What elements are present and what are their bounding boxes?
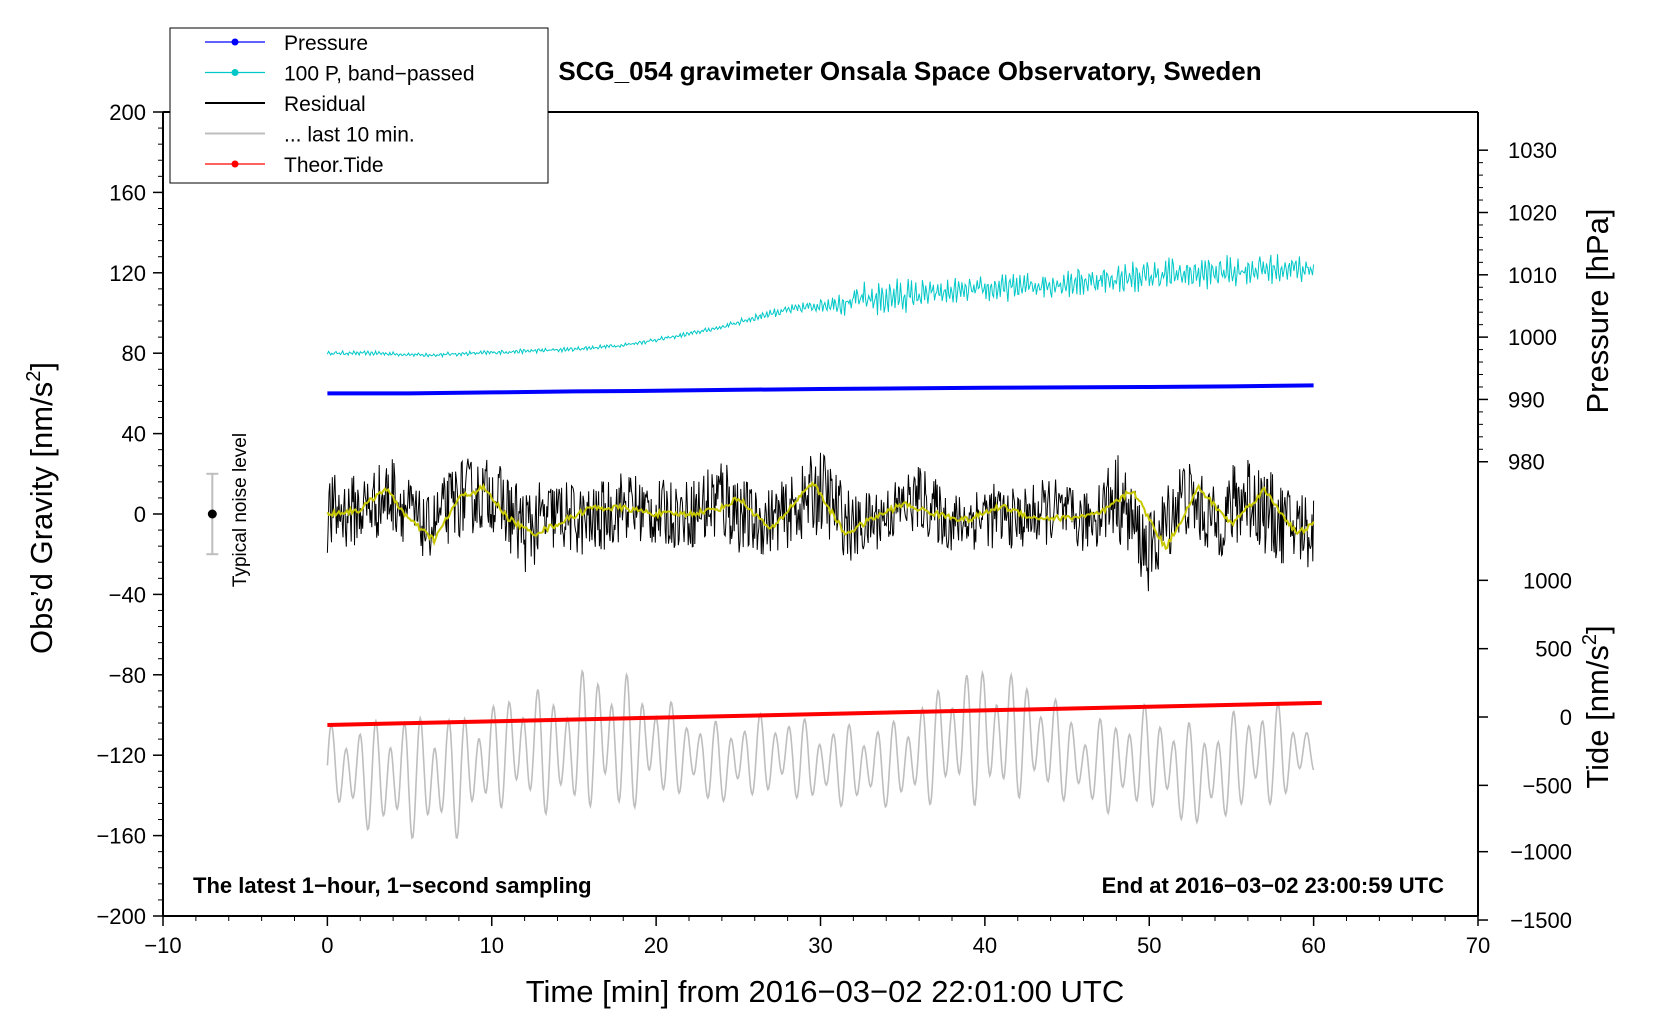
pressure-tick-label: 1020: [1508, 201, 1557, 226]
series-layer: [326, 254, 1322, 840]
legend-marker: [231, 69, 239, 76]
bottom-right-note: End at 2016−03−02 23:00:59 UTC: [1102, 873, 1445, 898]
x-tick-label: 20: [644, 933, 668, 958]
x-axis-title: Time [min] from 2016−03−02 22:01:00 UTC: [526, 974, 1125, 1009]
y-tick-label: 0: [134, 502, 146, 527]
tide-axis-title: Tide [nm/s2]: [1579, 625, 1615, 788]
x-tick-label: 10: [480, 933, 504, 958]
legend-label: Residual: [284, 93, 366, 116]
series-bandpassed-pressure: [326, 254, 1315, 359]
noise-bar-dot: [207, 509, 217, 519]
legend-label: 100 P, band−passed: [284, 63, 475, 86]
noise-label: Typical noise level: [230, 433, 251, 587]
x-tick-label: 50: [1137, 933, 1161, 958]
y-axis-title-main: Obs’d Gravity [nm/s: [24, 382, 59, 654]
x-tick-label: 60: [1301, 933, 1325, 958]
pressure-tick-label: 980: [1508, 450, 1545, 475]
x-tick-label: 30: [808, 933, 832, 958]
y-tick-label: −200: [96, 904, 146, 929]
x-tick-label: 40: [973, 933, 997, 958]
tide-tick-label: 500: [1535, 637, 1572, 662]
y-axis-title-end: ]: [24, 362, 59, 371]
pressure-axis-title: Pressure [hPa]: [1580, 208, 1615, 413]
series-theor-tide: [327, 700, 1322, 727]
y-tick-label: 40: [122, 422, 146, 447]
legend-label: Theor.Tide: [284, 154, 384, 177]
series-residual-smoothed: [326, 480, 1315, 551]
legend-marker: [231, 38, 239, 46]
pressure-tick-label: 1010: [1508, 263, 1557, 288]
y-tick-label: −160: [96, 824, 146, 849]
legend-marker: [231, 160, 239, 168]
x-tick-label: −10: [144, 933, 181, 958]
y-tick-label: 160: [109, 180, 146, 205]
x-tick-label: 0: [321, 933, 333, 958]
legend-label: Pressure: [284, 32, 368, 55]
tide-tick-label: 1000: [1523, 568, 1572, 593]
series-residual: [326, 452, 1315, 592]
legend-box: [169, 27, 549, 184]
y-axis-title: Obs’d Gravity [nm/s2]: [23, 362, 59, 654]
pressure-tick-label: 1030: [1508, 138, 1557, 163]
bottom-left-note: The latest 1−hour, 1−second sampling: [193, 873, 592, 898]
series-last-10-min: [326, 668, 1315, 840]
tide-tick-label: −1000: [1510, 840, 1572, 865]
tide-axis-title-sup: 2: [1579, 634, 1601, 645]
y-tick-label: −80: [109, 663, 146, 688]
legend-label: ... last 10 min.: [284, 124, 415, 147]
tide-tick-label: −500: [1522, 773, 1572, 798]
x-tick-label: 70: [1466, 933, 1490, 958]
axes-layer: −10 0 10 20 30 40 50 60 7020016012080400−40−80−1…: [96, 100, 1572, 958]
series-pressure: [327, 383, 1314, 396]
pressure-tick-label: 1000: [1508, 325, 1557, 350]
tide-tick-label: −1500: [1510, 908, 1572, 933]
pressure-tick-label: 990: [1508, 387, 1545, 412]
y-tick-label: 120: [109, 261, 146, 286]
tide-axis-title-end: ]: [1580, 625, 1615, 634]
y-tick-label: −40: [109, 582, 146, 607]
y-tick-label: −120: [96, 743, 146, 768]
y-axis-title-sup: 2: [23, 371, 45, 382]
y-tick-label: 200: [109, 100, 146, 125]
tide-axis-title-main: Tide [nm/s: [1580, 645, 1615, 789]
tide-tick-label: 0: [1560, 705, 1572, 730]
legend-layer: Pressure 100 P, band−passed Residual ... la…: [169, 27, 549, 184]
chart-title: SCG_054 gravimeter Onsala Space Observat…: [558, 56, 1261, 86]
y-tick-label: 80: [122, 341, 146, 366]
